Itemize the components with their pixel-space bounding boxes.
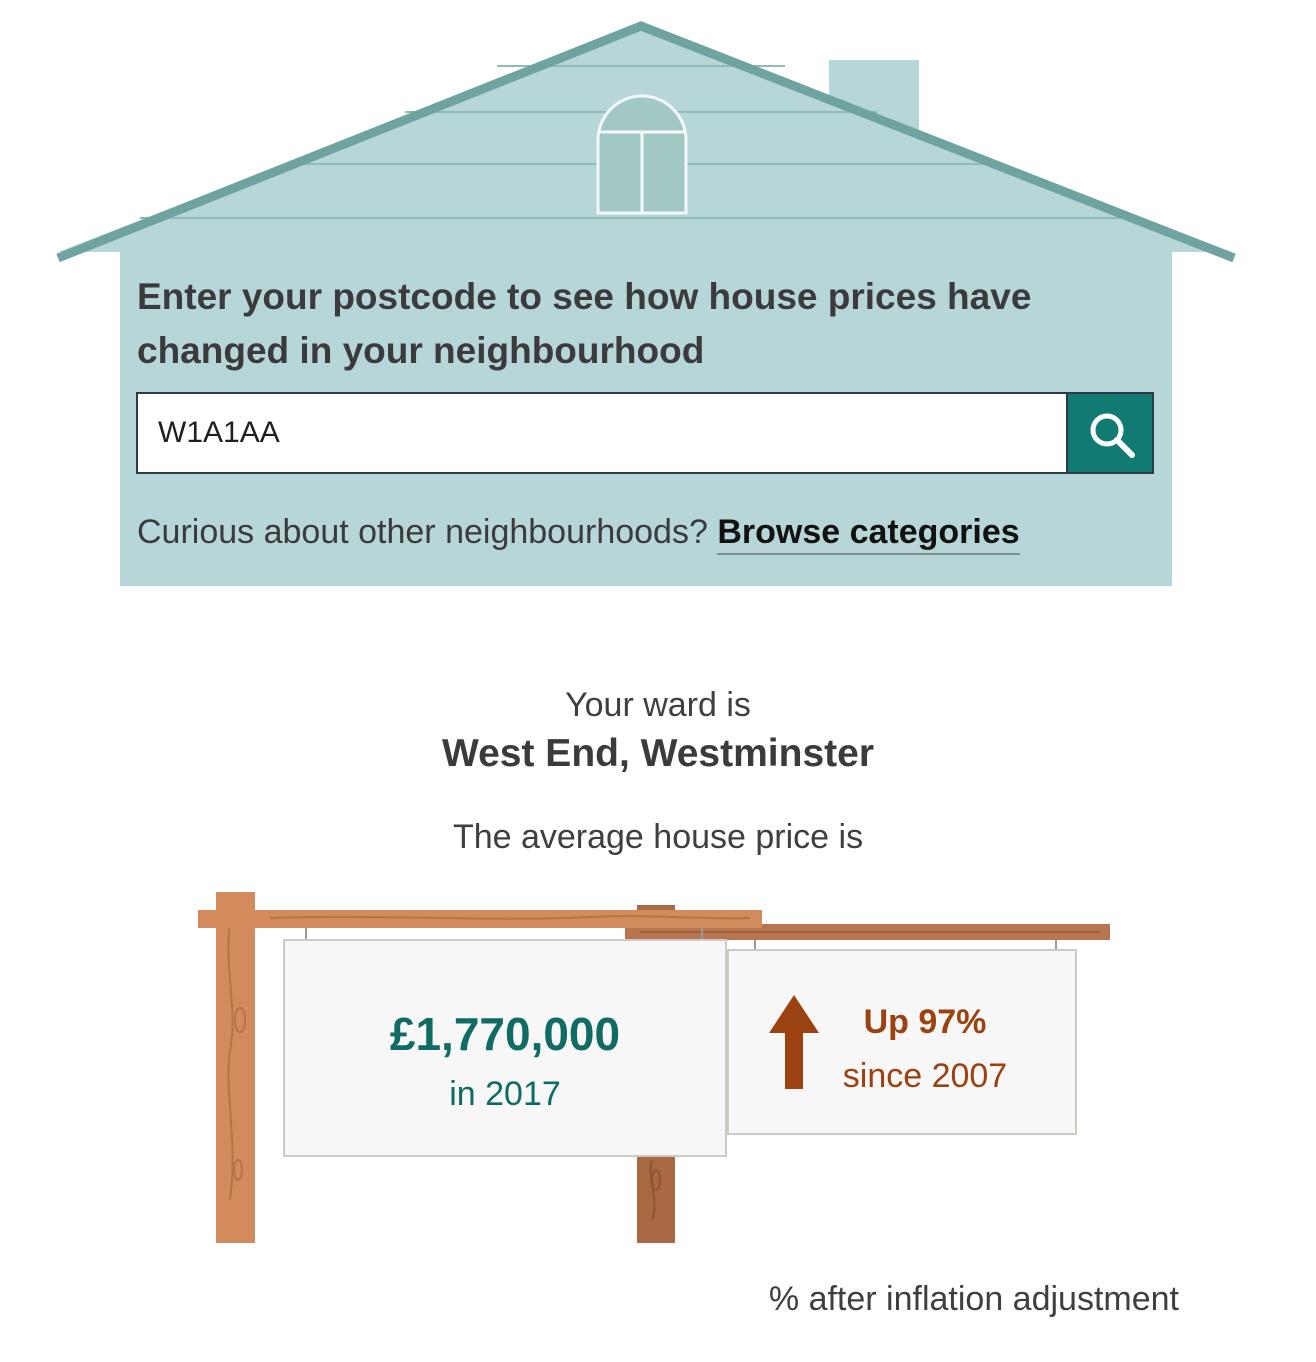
inflation-footnote: % after inflation adjustment bbox=[768, 1280, 1179, 1318]
browse-line: Curious about other neighbourhoods? Brow… bbox=[137, 510, 1020, 555]
browse-categories-link[interactable]: Browse categories bbox=[717, 513, 1020, 555]
price-year: in 2017 bbox=[449, 1075, 561, 1113]
postcode-input[interactable] bbox=[136, 392, 1068, 474]
arrow-up-icon bbox=[769, 995, 819, 1089]
ward-name: West End, Westminster bbox=[442, 732, 874, 775]
average-price: £1,770,000 bbox=[389, 1008, 621, 1060]
browse-prompt-text: Curious about other neighbourhoods? bbox=[137, 513, 708, 551]
house-illustration bbox=[56, 21, 1236, 263]
attic-window bbox=[596, 94, 688, 215]
search-icon bbox=[1090, 413, 1135, 458]
postcode-search-form bbox=[136, 392, 1154, 474]
price-sign: £1,770,000 in 2017 bbox=[283, 939, 727, 1157]
postcode-panel: Enter your postcode to see how house pri… bbox=[120, 252, 1172, 586]
roof-edge bbox=[56, 21, 1236, 263]
front-post bbox=[216, 892, 255, 1243]
postcode-prompt: Enter your postcode to see how house pri… bbox=[137, 276, 1032, 371]
search-button[interactable] bbox=[1066, 392, 1154, 474]
ward-intro: Your ward is bbox=[565, 686, 751, 724]
price-change-since: since 2007 bbox=[842, 1057, 1008, 1095]
price-intro: The average house price is bbox=[452, 818, 864, 856]
price-change-percent: Up 97% bbox=[863, 1003, 987, 1041]
change-sign: Up 97% since 2007 bbox=[727, 949, 1077, 1135]
